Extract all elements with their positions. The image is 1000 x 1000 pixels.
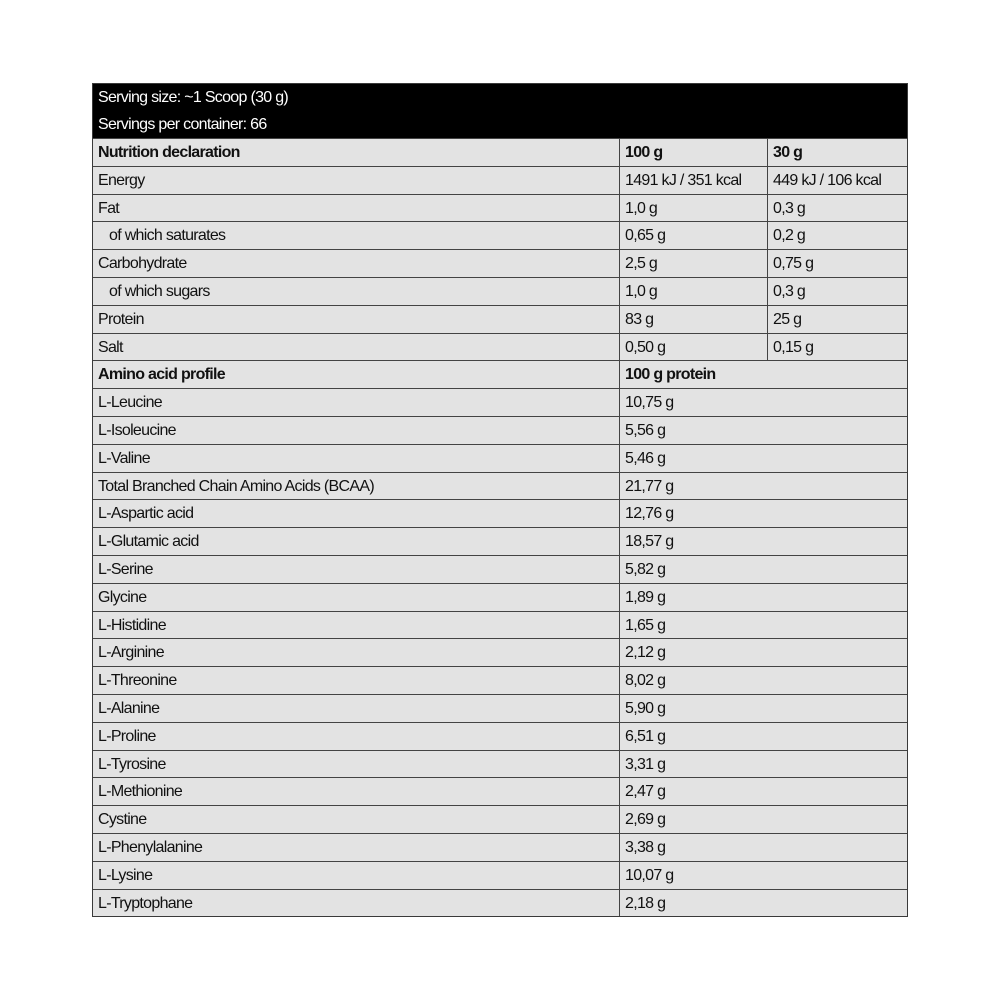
value-100g: 1,0 g: [620, 277, 768, 305]
amino-label: L-Tryptophane: [93, 889, 620, 917]
amino-label: L-Glutamic acid: [93, 528, 620, 555]
value-100g: 2,5 g: [620, 250, 768, 277]
nutrition-table: Serving size: ~1 Scoop (30 g) Servings p…: [92, 83, 908, 918]
value-30g: 0,2 g: [773, 227, 806, 245]
servings-per-container: Servings per container: 66: [93, 111, 907, 138]
nutrient-label: Carbohydrate: [93, 250, 620, 277]
amino-label: L-Valine: [93, 444, 620, 472]
value-100g: 0,50 g: [620, 333, 768, 361]
nutrient-label: of which saturates: [93, 222, 620, 250]
amino-label: Glycine: [93, 583, 620, 611]
amino-value: 8,02 g: [625, 672, 666, 690]
amino-row: Cystine 2,69 g: [93, 805, 907, 833]
amino-value: 5,56 g: [625, 421, 666, 439]
amino-row: L-Threonine 8,02 g: [93, 666, 907, 694]
amino-value: 1,65 g: [625, 616, 666, 634]
amino-row: L-Glutamic acid 18,57 g: [93, 527, 907, 555]
amino-label: L-Phenylalanine: [93, 833, 620, 861]
amino-row: L-Tyrosine 3,31 g: [93, 749, 907, 778]
nutrition-header-row: Nutrition declaration 100 g 30 g: [93, 138, 907, 166]
value-30g: 449 kJ / 106 kcal: [773, 171, 882, 189]
amino-value: 3,38 g: [625, 838, 666, 856]
amino-value: 1,89 g: [625, 588, 666, 606]
amino-heading: Amino acid profile: [93, 361, 620, 389]
amino-label: L-Isoleucine: [93, 416, 620, 444]
amino-value: 3,31 g: [625, 755, 666, 773]
value-30g: 0,75 g: [773, 255, 814, 273]
amino-row: L-Histidine 1,65 g: [93, 610, 907, 639]
amino-value: 12,76 g: [625, 505, 674, 523]
amino-label: L-Tyrosine: [93, 750, 620, 778]
amino-row: Glycine 1,89 g: [93, 582, 907, 611]
amino-row: Total Branched Chain Amino Acids (BCAA) …: [93, 471, 907, 500]
amino-value: 5,90 g: [625, 699, 666, 717]
value-30g: 0,3 g: [773, 199, 806, 217]
nutrition-row: Carbohydrate 2,5 g 0,75 g: [93, 249, 907, 277]
nutrient-label: Energy: [93, 166, 620, 194]
nutrition-row: Energy 1491 kJ / 351 kcal 449 kJ / 106 k…: [93, 165, 907, 194]
amino-value: 2,12 g: [625, 644, 666, 662]
amino-row: L-Serine 5,82 g: [93, 554, 907, 583]
amino-row: L-Alanine 5,90 g: [93, 693, 907, 722]
amino-value: 6,51 g: [625, 727, 666, 745]
amino-col-heading: 100 g protein: [625, 366, 716, 384]
value-30g: 0,15 g: [773, 338, 814, 356]
amino-row: L-Phenylalanine 3,38 g: [93, 832, 907, 861]
amino-value: 2,47 g: [625, 783, 666, 801]
amino-value: 10,07 g: [625, 866, 674, 884]
amino-row: L-Isoleucine 5,56 g: [93, 415, 907, 444]
amino-label: L-Leucine: [93, 389, 620, 416]
amino-value: 10,75 g: [625, 394, 674, 412]
nutrition-row: of which saturates 0,65 g 0,2 g: [93, 221, 907, 250]
serving-size: Serving size: ~1 Scoop (30 g): [93, 84, 907, 111]
col-100g-heading: 100 g: [620, 139, 768, 166]
nutrient-label: Protein: [93, 305, 620, 333]
nutrient-label: Fat: [93, 194, 620, 222]
amino-label: L-Arginine: [93, 639, 620, 667]
nutrition-row: Salt 0,50 g 0,15 g: [93, 332, 907, 361]
amino-label: L-Methionine: [93, 778, 620, 806]
amino-row: L-Lysine 10,07 g: [93, 860, 907, 889]
nutrition-row: of which sugars 1,0 g 0,3 g: [93, 276, 907, 305]
amino-label: L-Lysine: [93, 861, 620, 889]
value-100g: 1491 kJ / 351 kcal: [620, 166, 768, 194]
amino-row: L-Arginine 2,12 g: [93, 638, 907, 667]
amino-label: L-Threonine: [93, 667, 620, 694]
value-100g: 0,65 g: [620, 222, 768, 250]
amino-label: L-Aspartic acid: [93, 500, 620, 528]
value-30g: 0,3 g: [773, 282, 806, 300]
amino-value: 2,18 g: [625, 894, 666, 912]
amino-value: 5,46 g: [625, 449, 666, 467]
nutrition-row: Fat 1,0 g 0,3 g: [93, 193, 907, 222]
amino-row: L-Tryptophane 2,18 g: [93, 888, 907, 917]
amino-label: L-Proline: [93, 722, 620, 750]
value-100g: 83 g: [620, 305, 768, 333]
amino-row: L-Proline 6,51 g: [93, 721, 907, 750]
amino-value: 21,77 g: [625, 477, 674, 495]
value-100g: 1,0 g: [620, 194, 768, 222]
amino-row: L-Valine 5,46 g: [93, 443, 907, 472]
nutrition-heading: Nutrition declaration: [93, 139, 620, 166]
amino-label: L-Alanine: [93, 694, 620, 722]
amino-label: Cystine: [93, 806, 620, 833]
col-30g-heading: 30 g: [773, 144, 803, 161]
nutrition-row: Protein 83 g 25 g: [93, 304, 907, 333]
amino-value: 2,69 g: [625, 811, 666, 829]
amino-value: 18,57 g: [625, 533, 674, 551]
nutrient-label: of which sugars: [93, 277, 620, 305]
amino-row: L-Leucine 10,75 g: [93, 388, 907, 416]
amino-label: L-Serine: [93, 555, 620, 583]
nutrient-label: Salt: [93, 333, 620, 361]
amino-row: L-Methionine 2,47 g: [93, 777, 907, 806]
amino-header-row: Amino acid profile 100 g protein: [93, 360, 907, 389]
amino-label: Total Branched Chain Amino Acids (BCAA): [93, 472, 620, 500]
value-30g: 25 g: [773, 310, 802, 328]
amino-value: 5,82 g: [625, 560, 666, 578]
amino-row: L-Aspartic acid 12,76 g: [93, 499, 907, 528]
amino-label: L-Histidine: [93, 611, 620, 639]
